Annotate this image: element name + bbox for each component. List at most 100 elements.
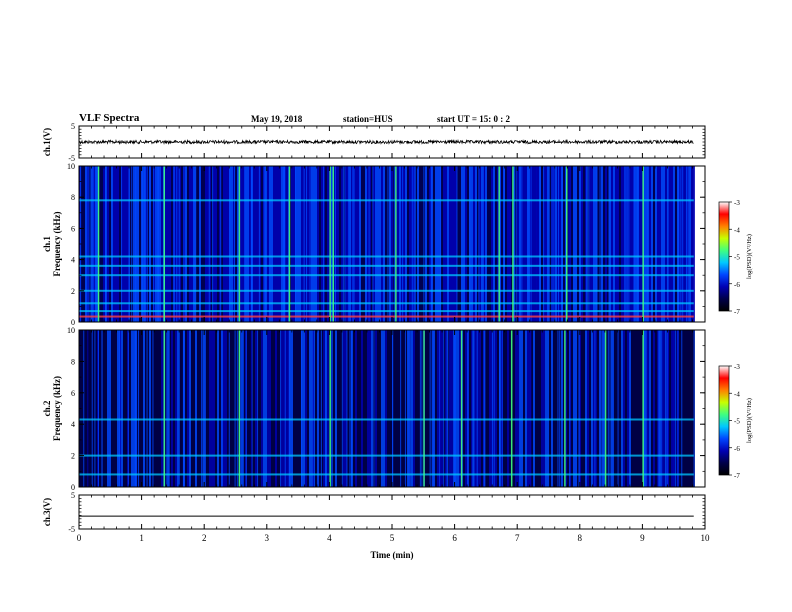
spectrogram-column (137, 166, 139, 322)
spectrogram-column (431, 166, 433, 322)
spectrogram-column (673, 166, 675, 322)
spectrogram-column (181, 166, 183, 322)
spectrogram-column (645, 166, 647, 322)
spectrogram-column (607, 166, 609, 322)
spectrogram-column (131, 330, 133, 487)
spectrogram-column (397, 166, 399, 322)
spectrogram-column (243, 330, 245, 487)
spectrogram-streak (91, 330, 93, 487)
spectrogram-streak (431, 330, 433, 487)
spectrogram-streak (626, 166, 628, 322)
spectrogram-column (581, 166, 583, 322)
spectrogram-column (569, 166, 571, 322)
y-tick-label: 5 (71, 122, 75, 131)
spectrogram-column (415, 166, 417, 322)
colorbar-tick-label: -5 (734, 254, 740, 262)
spectrogram-column (435, 166, 437, 322)
spectrogram-streak (118, 330, 120, 487)
spectrogram-column (369, 330, 371, 487)
spectrogram-column (565, 330, 567, 487)
spectrogram-column (615, 330, 617, 487)
spectrogram-column (631, 330, 633, 487)
spectrogram-streak (474, 330, 476, 487)
spectrogram-column (197, 166, 199, 322)
spectrogram-streak (341, 330, 343, 487)
spectrogram-column (369, 166, 371, 322)
spectrogram-column (255, 166, 257, 322)
spectrogram-emission (423, 330, 425, 487)
spectrogram-column (281, 330, 283, 487)
spectrogram-column (267, 330, 269, 487)
spectrogram-column (307, 166, 309, 322)
spectrogram-column (555, 166, 557, 322)
spectrogram-column (323, 330, 325, 487)
spectrogram-band (79, 255, 694, 258)
spectrogram-column (479, 166, 481, 322)
spectrogram-column (589, 166, 591, 322)
spectrogram-column (483, 166, 485, 322)
y-axis-label: ch.1(V) (42, 128, 52, 156)
spectrogram-streak (624, 166, 626, 322)
spectrogram-column (153, 330, 155, 487)
spectrogram-column (387, 330, 389, 487)
spectrogram-emission (238, 166, 241, 322)
spectrogram-column (625, 330, 627, 487)
spectrogram-column (115, 166, 117, 322)
spectrogram-column (305, 166, 307, 322)
spectrogram-column (559, 166, 561, 322)
spectrogram-column (519, 330, 521, 487)
spectrogram-streak (283, 166, 285, 322)
spectrogram-column (197, 330, 199, 487)
spectrogram-streak (482, 166, 484, 322)
spectrogram-column (519, 166, 521, 322)
spectrogram-column (595, 166, 597, 322)
spectrogram-column (653, 330, 655, 487)
spectrogram-streak (342, 166, 344, 322)
spectrogram-column (315, 166, 317, 322)
spectrogram-column (445, 330, 447, 487)
spectrogram-column (571, 166, 573, 322)
spectrogram-column (349, 166, 351, 322)
spectrogram-streak (320, 330, 322, 487)
spectrogram-column (541, 166, 543, 322)
spectrogram-column (171, 166, 173, 322)
spectrogram-column (683, 166, 685, 322)
spectrogram-column (673, 330, 675, 487)
spectrogram-column (643, 330, 645, 487)
spectrogram-column (225, 330, 227, 487)
colorbar-tick-label: -3 (734, 363, 740, 371)
spectrogram-column (671, 330, 673, 487)
spectrogram-streak (607, 330, 609, 487)
spectrogram-column (271, 330, 273, 487)
spectrogram-column (691, 330, 693, 487)
spectrogram-column (479, 330, 481, 487)
spectrogram-column (113, 330, 115, 487)
spectrogram-column (409, 166, 411, 322)
spectrogram-streak (483, 330, 485, 487)
spectrogram-streak (152, 330, 154, 487)
spectrogram-column (575, 166, 577, 322)
spectrogram-column (403, 330, 405, 487)
spectrogram-column (691, 166, 693, 322)
spectrogram-streak (561, 166, 563, 322)
spectrogram-column (321, 166, 323, 322)
colorbar (718, 365, 730, 476)
spectrogram-column (509, 330, 511, 487)
spectrogram-column (351, 166, 353, 322)
spectrogram-column (507, 330, 509, 487)
spectrogram-streak (672, 330, 674, 487)
spectrogram-column (235, 166, 237, 322)
spectrogram-column (629, 166, 631, 322)
spectrogram-column (551, 330, 553, 487)
spectrogram-streak (204, 330, 206, 487)
spectrogram-streak (493, 330, 495, 487)
spectrogram-streak (557, 166, 559, 322)
spectrogram-column (185, 166, 187, 322)
spectrogram-column (457, 166, 459, 322)
spectrogram-column (527, 330, 529, 487)
colorbar-label: log(PSD)(V²/Hz) (746, 398, 753, 443)
spectrogram-column (367, 166, 369, 322)
spectrogram-column (155, 330, 157, 487)
spectrogram-streak (419, 330, 421, 487)
spectrogram-streak (94, 330, 96, 487)
